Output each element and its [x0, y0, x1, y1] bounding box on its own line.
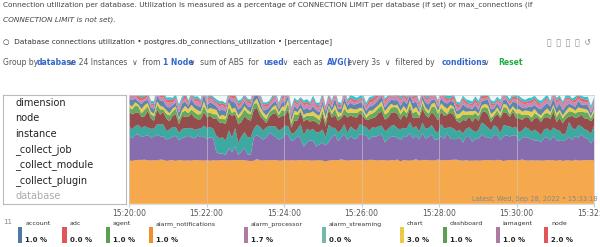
Text: every 3s  ∨  filtered by: every 3s ∨ filtered by	[345, 58, 437, 67]
Text: dimension: dimension	[16, 98, 66, 108]
Text: Connection utilization per database. Utilization is measured as a percentage of : Connection utilization per database. Uti…	[3, 1, 533, 8]
Text: node: node	[16, 113, 40, 124]
Text: 1.0 %: 1.0 %	[450, 237, 472, 243]
Text: _collect_job: _collect_job	[16, 144, 72, 155]
Text: 1.0 %: 1.0 %	[156, 237, 178, 243]
Text: iamagent: iamagent	[503, 221, 533, 226]
Text: Latest: Wed, Sep 28, 2022 • 15:33:18: Latest: Wed, Sep 28, 2022 • 15:33:18	[472, 196, 597, 202]
Text: _collect_module: _collect_module	[16, 160, 94, 170]
Text: used: used	[263, 58, 284, 67]
Text: node: node	[551, 221, 567, 226]
Text: ∨  each as: ∨ each as	[278, 58, 325, 67]
Text: 0.0 %: 0.0 %	[70, 237, 92, 243]
Text: 11: 11	[3, 219, 12, 225]
Text: 3.0 %: 3.0 %	[407, 237, 429, 243]
Text: Group by: Group by	[3, 58, 41, 67]
Text: conditions: conditions	[442, 58, 487, 67]
Text: ⌕  ⓘ  ⎕  ⤢  ↺: ⌕ ⓘ ⎕ ⤢ ↺	[547, 38, 591, 47]
Text: 1.0 %: 1.0 %	[25, 237, 47, 243]
Text: alarm_streaming: alarm_streaming	[329, 221, 382, 227]
Text: Reset: Reset	[498, 58, 522, 67]
Text: database: database	[16, 191, 61, 201]
Text: 0.0 %: 0.0 %	[329, 237, 351, 243]
Text: 1.0 %: 1.0 %	[503, 237, 525, 243]
Text: 2.0 %: 2.0 %	[551, 237, 574, 243]
Text: alarm_notifications: alarm_notifications	[156, 221, 216, 227]
Text: dashboard: dashboard	[450, 221, 484, 226]
Text: agent: agent	[113, 221, 131, 226]
Text: alarm_processor: alarm_processor	[251, 221, 303, 227]
Text: account: account	[25, 221, 50, 226]
Text: CONNECTION LIMIT is not set).: CONNECTION LIMIT is not set).	[3, 16, 116, 23]
Text: 1.0 %: 1.0 %	[113, 237, 135, 243]
Text: ○  Database connections utilization • postgres.db_connections_utilization • [per: ○ Database connections utilization • pos…	[3, 38, 332, 45]
Text: instance: instance	[16, 129, 57, 139]
Text: chart: chart	[407, 221, 424, 226]
Text: ∨  sum of ABS  for: ∨ sum of ABS for	[185, 58, 262, 67]
Text: _collect_plugin: _collect_plugin	[16, 175, 88, 186]
Text: adc: adc	[70, 221, 81, 226]
Text: 1.7 %: 1.7 %	[251, 237, 273, 243]
Text: database: database	[37, 58, 77, 67]
Text: 1 Node: 1 Node	[163, 58, 193, 67]
Text: AVG(): AVG()	[326, 58, 351, 67]
Text: ∨: ∨	[479, 58, 494, 67]
Text: ∨  24 Instances  ∨  from: ∨ 24 Instances ∨ from	[66, 58, 163, 67]
